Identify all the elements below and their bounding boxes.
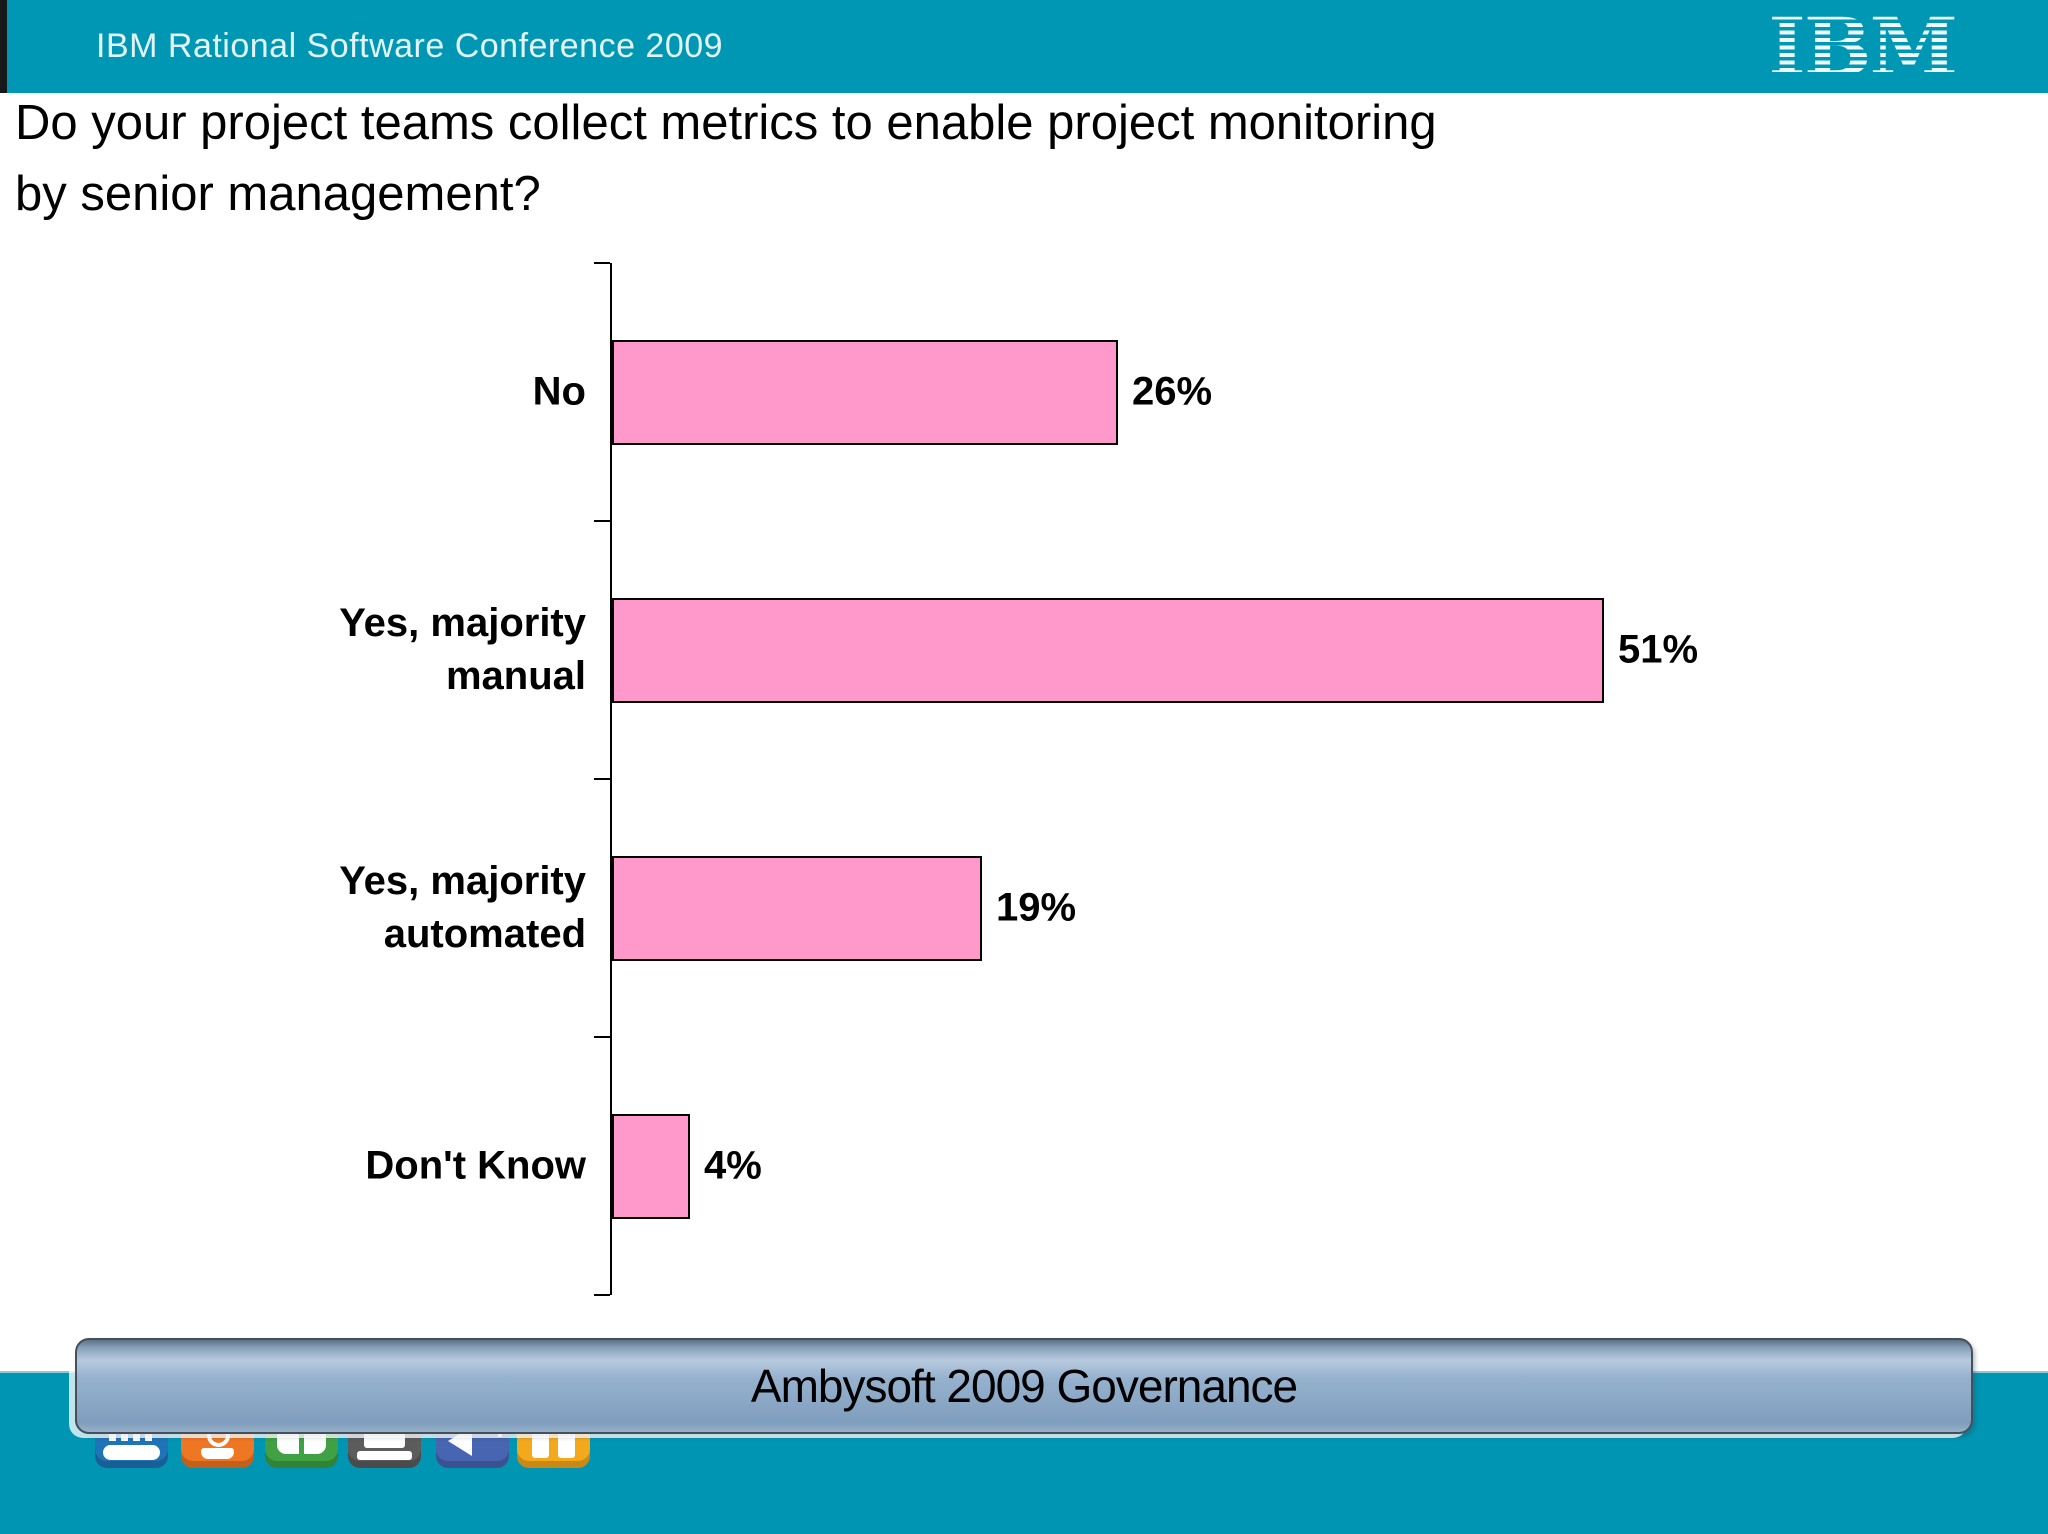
axis-tick: [594, 1036, 610, 1038]
page-title: Do your project teams collect metrics to…: [15, 96, 1437, 221]
header-left-accent: [0, 0, 7, 93]
value-label: 19%: [996, 885, 1077, 930]
value-label: 4%: [704, 1143, 762, 1188]
axis-tick: [594, 262, 610, 264]
governance-banner: Ambysoft 2009 Governance: [75, 1338, 1973, 1434]
category-label: Yes, majority manual: [339, 601, 586, 698]
axis-tick: [594, 778, 610, 780]
value-label: 26%: [1132, 369, 1213, 414]
governance-banner-label: Ambysoft 2009 Governance: [750, 1360, 1298, 1412]
header-bar: IBM Rational Software Conference 2009 IB…: [0, 0, 2048, 93]
conference-title: IBM Rational Software Conference 2009: [96, 27, 724, 65]
category-label: No: [532, 369, 586, 414]
bar: [612, 1114, 690, 1219]
bar: [612, 340, 1118, 445]
axis-tick: [594, 520, 610, 522]
bar: [612, 598, 1604, 703]
category-label: Don't Know: [365, 1143, 586, 1188]
axis-tick: [594, 1294, 610, 1296]
ibm-logo-icon: IBM: [1768, 0, 1958, 94]
category-axis: [610, 263, 612, 1295]
category-label: Yes, majority automated: [339, 859, 586, 956]
value-label: 51%: [1618, 627, 1699, 672]
bar: [612, 856, 982, 961]
